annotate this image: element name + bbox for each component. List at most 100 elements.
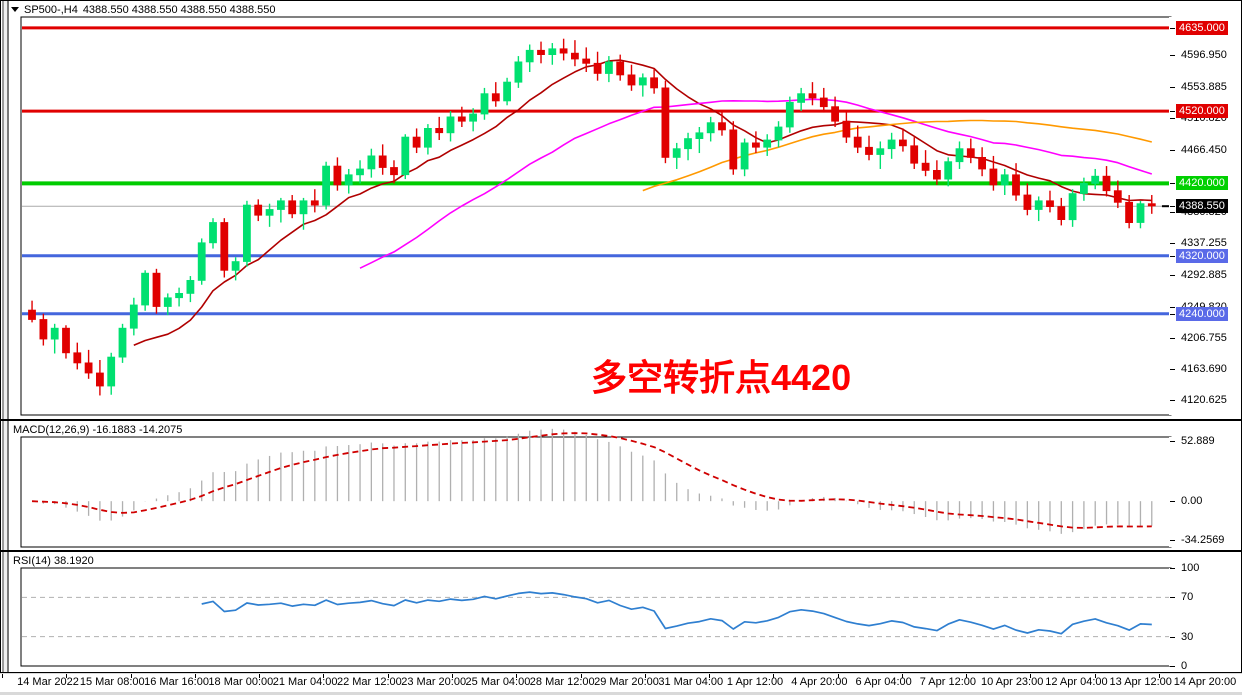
- time-axis-tick: [901, 674, 903, 678]
- rsi-axis: 100 70 30 0: [1169, 562, 1241, 672]
- macd-axis-tick: 0.00: [1181, 495, 1203, 508]
- rsi-panel[interactable]: RSI(14) 38.1920 100 70 30 0: [0, 551, 1242, 673]
- axis-tickmark: [1170, 306, 1175, 308]
- axis-tickmark: [1170, 212, 1175, 214]
- axis-tickmark: [1170, 243, 1175, 245]
- rsi-plot-area[interactable]: [1, 552, 1241, 672]
- axis-tickmark: [1170, 597, 1175, 599]
- symbol-titlebar: SP500-,H4 4388.550 4388.550 4388.550 438…: [11, 3, 276, 16]
- price-level-badge[interactable]: 4420.000: [1176, 176, 1228, 191]
- macd-axis: 52.889 0.00 -34.2569: [1169, 434, 1241, 547]
- time-axis-tick: [1159, 674, 1160, 678]
- price-axis-tick: 4596.950: [1181, 49, 1227, 62]
- axis-tickmark: [1170, 440, 1175, 442]
- axis-tickmark: [1170, 27, 1175, 29]
- ohlc-values: 4388.550 4388.550 4388.550 4388.550: [82, 3, 276, 16]
- axis-tickmark: [1170, 368, 1175, 370]
- time-axis-tick: [773, 674, 775, 678]
- macd-axis-tick: 52.889: [1181, 434, 1215, 447]
- axis-tickmark: [1170, 206, 1175, 208]
- macd-left-gutter: [1, 421, 9, 550]
- price-level-badge[interactable]: 4240.000: [1176, 306, 1228, 321]
- macd-plot-area[interactable]: [1, 421, 1241, 550]
- time-axis-label: 25 Mar 04:00: [465, 676, 531, 688]
- time-axis-tick: [966, 674, 968, 678]
- time-axis-tick: [130, 674, 132, 678]
- axis-tickmark: [1170, 501, 1175, 503]
- rsi-axis-tick: 30: [1181, 630, 1194, 643]
- rsi-axis-tick: 0: [1181, 660, 1188, 672]
- time-axis-label: 18 Mar 00:00: [208, 676, 274, 688]
- time-axis-tick: [451, 674, 453, 678]
- axis-tickmark: [1170, 337, 1175, 339]
- macd-label: MACD(12,26,9) -16.1883 -14.2075: [13, 424, 183, 436]
- time-axis-label: 12 Apr 04:00: [1045, 676, 1108, 688]
- time-axis-label: 29 Mar 20:00: [594, 676, 659, 688]
- axis-tickmark: [1170, 275, 1175, 277]
- price-axis-tick: 4206.755: [1181, 331, 1227, 344]
- axis-tickmark: [1170, 255, 1175, 257]
- price-level-badge[interactable]: 4520.000: [1176, 104, 1228, 119]
- time-axis-label: 14 Apr 20:00: [1173, 676, 1237, 688]
- time-axis-tick: [709, 674, 711, 678]
- time-axis[interactable]: 14 Mar 2022 15 Mar 08:00 16 Mar 16:00 18 Ma…: [0, 674, 1242, 692]
- price-level-badge[interactable]: 4320.000: [1176, 248, 1228, 263]
- price-axis[interactable]: 4635.0004596.9504553.8854520.0004510.820…: [1169, 17, 1241, 415]
- time-axis-tick: [2, 674, 3, 678]
- time-axis-tick: [194, 674, 196, 678]
- macd-axis-tick: -34.2569: [1181, 534, 1225, 547]
- axis-tickmark: [1170, 400, 1175, 402]
- axis-tickmark: [1170, 568, 1175, 569]
- macd-panel[interactable]: MACD(12,26,9) -16.1883 -14.2075 52.889 0.…: [0, 420, 1242, 551]
- time-axis-label: 23 Mar 20:00: [401, 676, 467, 688]
- price-axis-tick: 4163.690: [1181, 362, 1227, 375]
- symbol-label: SP500-,H4: [24, 3, 78, 16]
- time-axis-tick: [837, 674, 839, 678]
- axis-tickmark: [1170, 111, 1175, 113]
- time-axis-tick: [1094, 674, 1096, 678]
- time-axis-label: 31 Mar 04:00: [658, 676, 724, 688]
- price-axis-tick: 4553.885: [1181, 80, 1227, 93]
- time-axis-label: 28 Mar 12:00: [529, 676, 595, 688]
- axis-tickmark: [1170, 636, 1175, 638]
- time-axis-label: 13 Apr 12:00: [1109, 676, 1172, 688]
- rsi-axis-tick: 100: [1181, 562, 1200, 574]
- time-axis-label: 6 Apr 04:00: [855, 676, 912, 688]
- time-axis-label: 4 Apr 20:00: [791, 676, 848, 688]
- price-axis-tick: 4337.255: [1181, 237, 1227, 250]
- time-axis-label: 10 Apr 23:00: [980, 676, 1044, 688]
- axis-tickmark: [1170, 666, 1175, 667]
- axis-tickmark: [1170, 540, 1175, 542]
- axis-tickmark: [1170, 313, 1175, 315]
- time-axis-label: 7 Apr 12:00: [919, 676, 977, 688]
- time-axis-tick: [323, 674, 325, 678]
- time-axis-tick: [1030, 674, 1032, 678]
- price-level-badge[interactable]: 4388.550: [1176, 199, 1228, 214]
- time-axis-tick: [644, 674, 646, 678]
- price-plot-area[interactable]: [1, 1, 1241, 419]
- price-level-badge[interactable]: 4635.000: [1176, 20, 1228, 35]
- time-axis-tick: [66, 674, 68, 678]
- price-chart-panel[interactable]: SP500-,H4 4388.550 4388.550 4388.550 438…: [0, 0, 1242, 420]
- time-axis-label: 21 Mar 04:00: [272, 676, 338, 688]
- time-axis-label: 14 Mar 2022: [17, 676, 79, 688]
- time-axis-tick: [387, 674, 389, 678]
- chevron-down-icon[interactable]: [11, 7, 19, 12]
- axis-tickmark: [1170, 55, 1175, 57]
- axis-tickmark: [1170, 117, 1175, 119]
- time-axis-label: 1 Apr 12:00: [726, 676, 784, 688]
- chart-annotation: 多空转折点4420: [591, 357, 852, 398]
- rsi-label: RSI(14) 38.1920: [13, 555, 94, 567]
- price-axis-tick: 4466.450: [1181, 143, 1227, 156]
- time-axis-tick: [516, 674, 518, 678]
- time-axis-label: 22 Mar 12:00: [336, 676, 402, 688]
- rsi-left-gutter: [1, 552, 9, 672]
- time-axis-tick: [580, 674, 582, 678]
- axis-tickmark: [1170, 86, 1175, 88]
- vertical-scrollbar-left[interactable]: [1, 1, 9, 419]
- time-axis-label: 16 Mar 16:00: [144, 676, 209, 688]
- axis-tickmark: [1170, 183, 1175, 185]
- price-axis-tick: 4292.885: [1181, 269, 1227, 282]
- time-axis-label: 15 Mar 08:00: [79, 676, 145, 688]
